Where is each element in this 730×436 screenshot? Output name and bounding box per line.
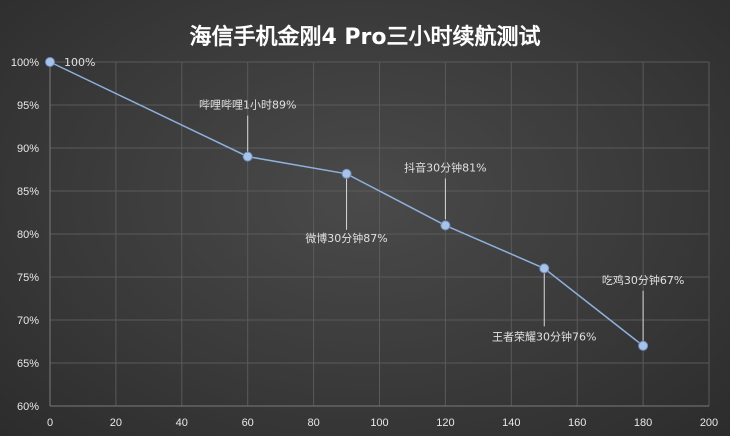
y-tick-label: 100%: [11, 57, 39, 69]
x-tick-label: 100: [370, 417, 388, 429]
y-tick-label: 70%: [17, 315, 39, 327]
x-tick-label: 180: [634, 417, 652, 429]
x-tick-label: 0: [47, 417, 53, 429]
data-point: [45, 57, 55, 67]
x-tick-label: 20: [110, 417, 122, 429]
chart-title: 海信手机金刚4 Pro三小时续航测试: [189, 24, 540, 50]
x-tick-label: 140: [502, 417, 520, 429]
data-point: [539, 263, 550, 274]
data-point: [242, 151, 253, 162]
y-tick-label: 75%: [17, 272, 39, 284]
axes: 0 20 40 60 80 100 120 140 160 180 200 60% 65% 70% 75% 8…: [11, 57, 718, 429]
data-label: 王者荣耀30分钟76%: [492, 329, 596, 343]
y-tick-label: 85%: [17, 186, 39, 198]
x-tick-label: 120: [436, 417, 454, 429]
data-point: [638, 340, 649, 351]
series: [45, 57, 649, 351]
data-label: 抖音30分钟81%: [404, 160, 486, 174]
series-line: [49, 61, 644, 347]
data-point: [341, 168, 352, 179]
x-tick-label: 60: [242, 417, 254, 429]
data-label: 吃鸡30分钟67%: [602, 273, 684, 287]
data-labels: 100% 哔哩哔哩1小时89% 微博30分钟87% 抖音30分钟81% 王者荣耀30分钟…: [64, 56, 684, 343]
x-tick-label: 160: [568, 417, 586, 429]
data-label: 100%: [64, 56, 95, 69]
x-tick-label: 200: [700, 417, 718, 429]
y-tick-label: 90%: [17, 143, 39, 155]
data-label: 微博30分钟87%: [305, 231, 387, 245]
x-tick-label: 80: [307, 417, 319, 429]
x-tick-label: 40: [176, 417, 188, 429]
data-point: [440, 220, 451, 231]
y-tick-label: 60%: [17, 401, 39, 413]
y-tick-label: 65%: [17, 358, 39, 370]
data-label: 哔哩哔哩1小时89%: [199, 99, 296, 112]
grid-lines: [50, 61, 710, 406]
y-tick-label: 95%: [17, 100, 39, 112]
y-tick-label: 80%: [17, 229, 39, 241]
